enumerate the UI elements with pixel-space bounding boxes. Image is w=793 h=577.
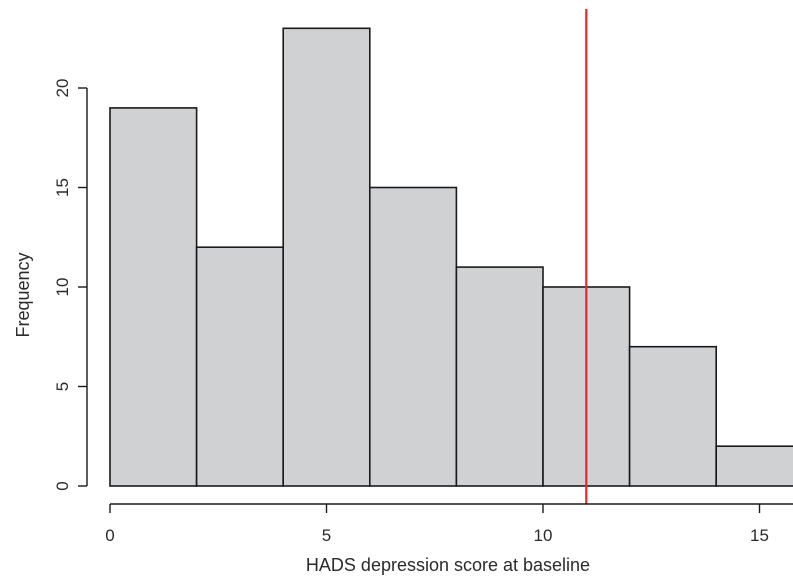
histogram-bar (368, 186, 458, 487)
y-tick-label: 15 (53, 178, 72, 197)
y-axis: 0 5 10 15 20 (53, 79, 88, 491)
x-tick-label: 5 (322, 526, 331, 545)
histogram-bar (715, 445, 793, 487)
x-tick-label: 10 (534, 526, 553, 545)
histogram-bar (282, 27, 371, 487)
x-tick-label: 15 (750, 526, 769, 545)
x-tick-label: 0 (105, 526, 114, 545)
histogram-bar (628, 345, 717, 487)
y-axis-label: Frequency (13, 252, 33, 337)
histogram-bars (109, 27, 793, 487)
histogram-bar (109, 107, 198, 487)
histogram-bar (455, 266, 544, 487)
x-axis-label: HADS depression score at baseline (306, 555, 590, 575)
y-tick-label: 20 (53, 79, 72, 98)
y-tick-label: 5 (53, 382, 72, 391)
x-axis: 0 5 10 15 (105, 503, 793, 545)
y-tick-label: 0 (53, 481, 72, 490)
histogram-bar (195, 246, 285, 487)
y-tick-label: 10 (53, 278, 72, 297)
